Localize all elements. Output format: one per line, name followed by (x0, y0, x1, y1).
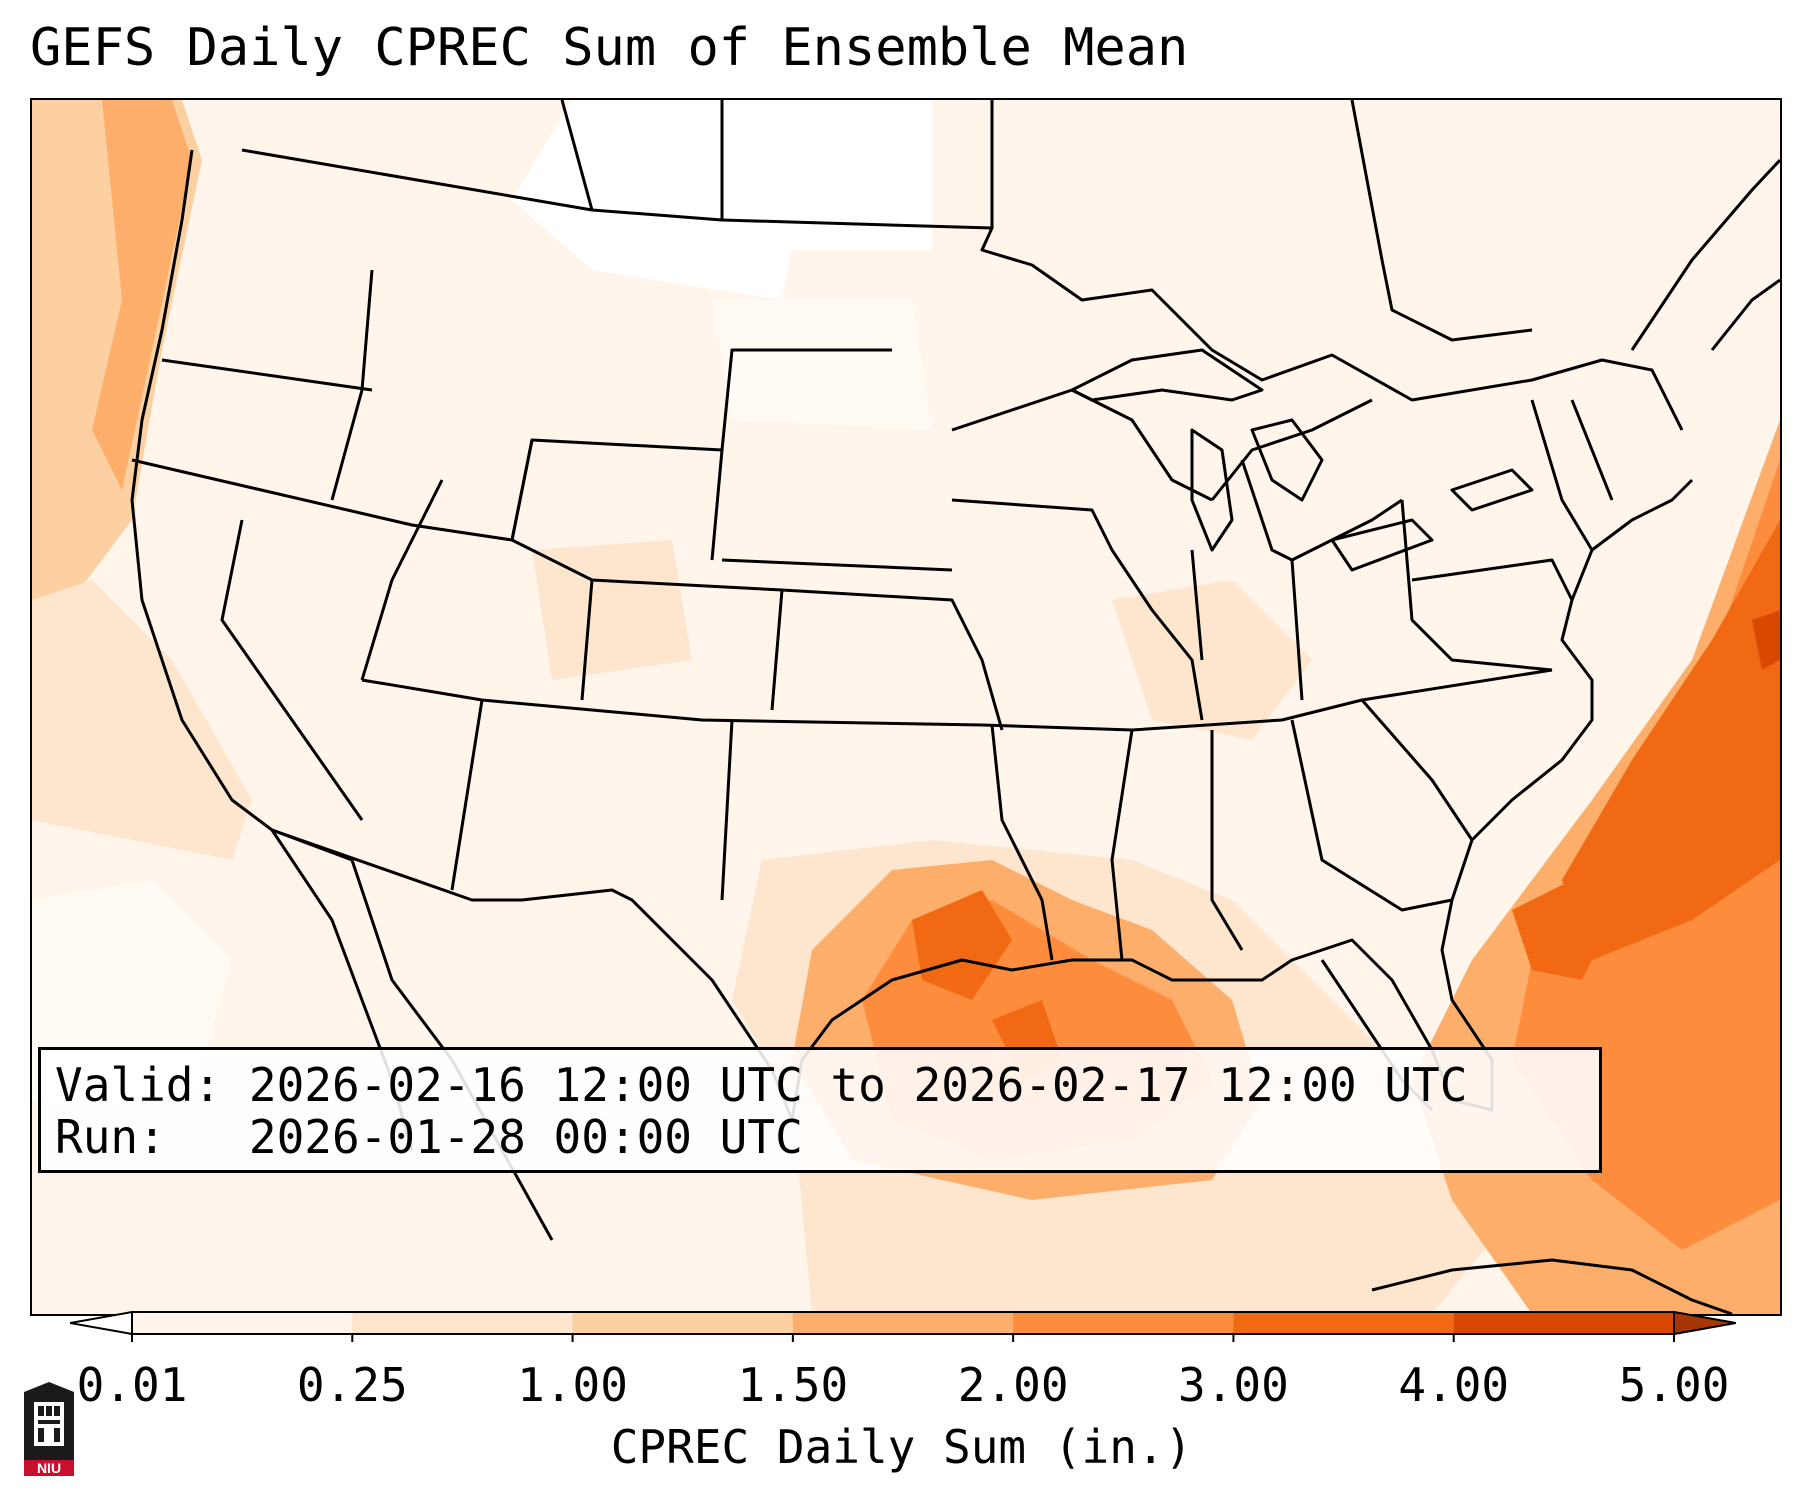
colorbar-segment (1013, 1312, 1234, 1334)
valid-run-info-box: Valid: 2026-02-16 12:00 UTC to 2026-02-1… (38, 1047, 1602, 1173)
colorbar-outline (131, 1311, 1675, 1335)
run-line: Run: 2026-01-28 00:00 UTC (55, 1110, 803, 1164)
run-value: 2026-01-28 00:00 UTC (248, 1110, 803, 1164)
colorbar-segment (352, 1312, 574, 1334)
map-title: GEFS Daily CPREC Sum of Ensemble Mean (30, 18, 1189, 78)
colorbar-under-triangle (70, 1310, 133, 1336)
colorbar-label: CPREC Daily Sum (in.) (610, 1420, 1193, 1474)
valid-label: Valid: (55, 1058, 222, 1112)
colorbar-segment (792, 1312, 1014, 1334)
valid-line: Valid: 2026-02-16 12:00 UTC to 2026-02-1… (55, 1058, 1467, 1112)
colorbar-tick-label: 1.00 (517, 1358, 628, 1412)
colorbar-tick-label: 0.25 (296, 1358, 408, 1412)
niu-logo: NIU (24, 1382, 74, 1476)
colorbar-tick-label: 5.00 (1618, 1358, 1730, 1412)
colorbar-tick-label: 0.01 (76, 1358, 188, 1412)
colorbar-tick-label: 3.00 (1178, 1358, 1289, 1412)
colorbar-over-triangle (1673, 1310, 1736, 1336)
colorbar-segment (1453, 1312, 1675, 1334)
colorbar-segment (1233, 1312, 1455, 1334)
run-label: Run: (55, 1110, 166, 1164)
colorbar-segment (132, 1312, 353, 1334)
colorbar-tick-label: 1.50 (737, 1358, 849, 1412)
colorbar-segment (572, 1312, 794, 1334)
logo-text: NIU (37, 1460, 61, 1476)
colorbar-tick-label: 2.00 (957, 1358, 1069, 1412)
colorbar (70, 1310, 1736, 1342)
colorbar-tick-label: 4.00 (1398, 1358, 1510, 1412)
valid-value: 2026-02-16 12:00 UTC to 2026-02-17 12:00… (248, 1058, 1468, 1112)
